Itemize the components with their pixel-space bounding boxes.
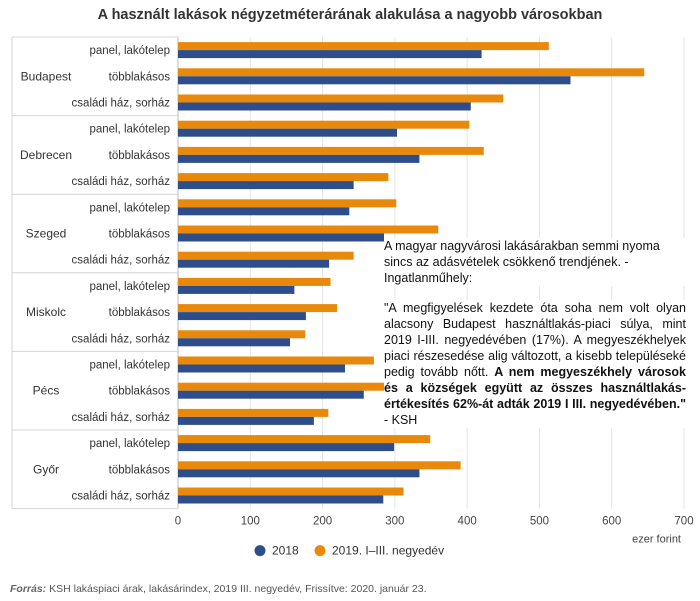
- category-label: többlakásos: [109, 307, 171, 319]
- bar-2018: [178, 102, 471, 111]
- bar-2018: [178, 259, 330, 268]
- legend-label-2019: 2019. I–III. negyedév: [332, 544, 444, 558]
- legend: 2018 2019. I–III. negyedév: [254, 544, 444, 558]
- city-label: Pécs: [33, 384, 60, 398]
- bar-2018: [178, 312, 306, 321]
- legend-marker-2019: [314, 545, 326, 557]
- category-label: családi ház, sorház: [72, 255, 171, 267]
- category-label: családi ház, sorház: [72, 491, 171, 503]
- category-label: panel, lakótelep: [89, 45, 170, 57]
- quote-attribution: - KSH: [384, 413, 418, 427]
- bar-2019: [178, 173, 389, 182]
- city-label: Szeged: [26, 227, 67, 241]
- city-label: Debrecen: [20, 148, 72, 162]
- city-label: Miskolc: [26, 305, 66, 319]
- x-tick-label: 300: [385, 516, 404, 528]
- bar-2018: [178, 50, 482, 59]
- bar-2018: [178, 338, 291, 347]
- city-label: Budapest: [21, 69, 72, 83]
- bar-2018: [178, 390, 364, 399]
- x-tick-label: 400: [458, 516, 477, 528]
- category-label: panel, lakótelep: [89, 360, 170, 372]
- bar-2018: [178, 495, 384, 504]
- bar-2019: [178, 435, 431, 444]
- city-label: Győr: [33, 462, 59, 476]
- category-label: családi ház, sorház: [72, 412, 171, 424]
- category-label: családi ház, sorház: [72, 333, 171, 345]
- x-tick-label: 500: [530, 516, 549, 528]
- category-label: panel, lakótelep: [89, 281, 170, 293]
- quote-part1: "A megfigyelések kezdete óta soha nem vo…: [384, 301, 686, 379]
- bars: [178, 42, 645, 504]
- category-label: családi ház, sorház: [72, 176, 171, 188]
- bar-2019: [178, 68, 645, 77]
- x-axis-label: ezer forint: [632, 534, 681, 546]
- bar-2019: [178, 94, 504, 103]
- category-label: panel, lakótelep: [89, 438, 170, 450]
- bar-2018: [178, 285, 295, 294]
- bar-2019: [178, 199, 397, 208]
- bar-2019: [178, 304, 338, 313]
- category-label: többlakásos: [109, 229, 171, 241]
- x-tick-label: 700: [674, 516, 693, 528]
- category-label: panel, lakótelep: [89, 202, 170, 214]
- bar-2018: [178, 443, 395, 452]
- x-tick-label: 0: [175, 516, 181, 528]
- chart-title: A használt lakások négyzetméterárának al…: [98, 7, 603, 23]
- bar-2018: [178, 416, 314, 425]
- x-axis: 0 100 200 300 400 500 600 700 ezer forint: [175, 516, 694, 546]
- source-label: Forrás:: [10, 583, 47, 595]
- quote-text: "A megfigyelések kezdete óta soha nem vo…: [384, 300, 686, 428]
- bar-2019: [178, 408, 329, 417]
- bar-2019: [178, 487, 404, 496]
- bar-2019: [178, 225, 439, 234]
- bar-2018: [178, 364, 345, 373]
- bar-2018: [178, 233, 385, 242]
- bar-2018: [178, 181, 354, 190]
- legend-marker-2018: [254, 545, 266, 557]
- bar-2019: [178, 277, 331, 286]
- bar-2019: [178, 146, 484, 155]
- category-label: többlakásos: [109, 386, 171, 398]
- bar-2019: [178, 42, 549, 51]
- bar-2019: [178, 251, 354, 260]
- quote-bold: A nem megyeszékhely városok és a községe…: [384, 365, 686, 411]
- category-label: többlakásos: [109, 464, 171, 476]
- bar-2018: [178, 154, 420, 163]
- intro-text: A magyar nagyvárosi lakásárakban semmi n…: [384, 238, 686, 286]
- bar-2019: [178, 330, 306, 339]
- bar-2019: [178, 461, 461, 470]
- legend-label-2018: 2018: [272, 544, 299, 558]
- x-tick-label: 100: [241, 516, 260, 528]
- bar-2019: [178, 120, 470, 129]
- source-text: KSH lakáspiaci árak, lakásárindex, 2019 …: [46, 583, 427, 595]
- bar-2018: [178, 469, 420, 478]
- x-tick-label: 600: [602, 516, 621, 528]
- bar-2019: [178, 356, 374, 365]
- category-label: családi ház, sorház: [72, 98, 171, 110]
- source-note: Forrás: KSH lakáspiaci árak, lakásárinde…: [10, 583, 427, 595]
- category-label: panel, lakótelep: [89, 124, 170, 136]
- x-tick-label: 200: [313, 516, 332, 528]
- bar-2018: [178, 76, 571, 85]
- bar-2019: [178, 382, 397, 391]
- category-label: többlakásos: [109, 150, 171, 162]
- bar-2018: [178, 128, 398, 137]
- bar-2018: [178, 207, 350, 216]
- category-labels: Budapest panel, lakótelep többlakásos csalá…: [20, 45, 170, 502]
- category-label: többlakásos: [109, 71, 171, 83]
